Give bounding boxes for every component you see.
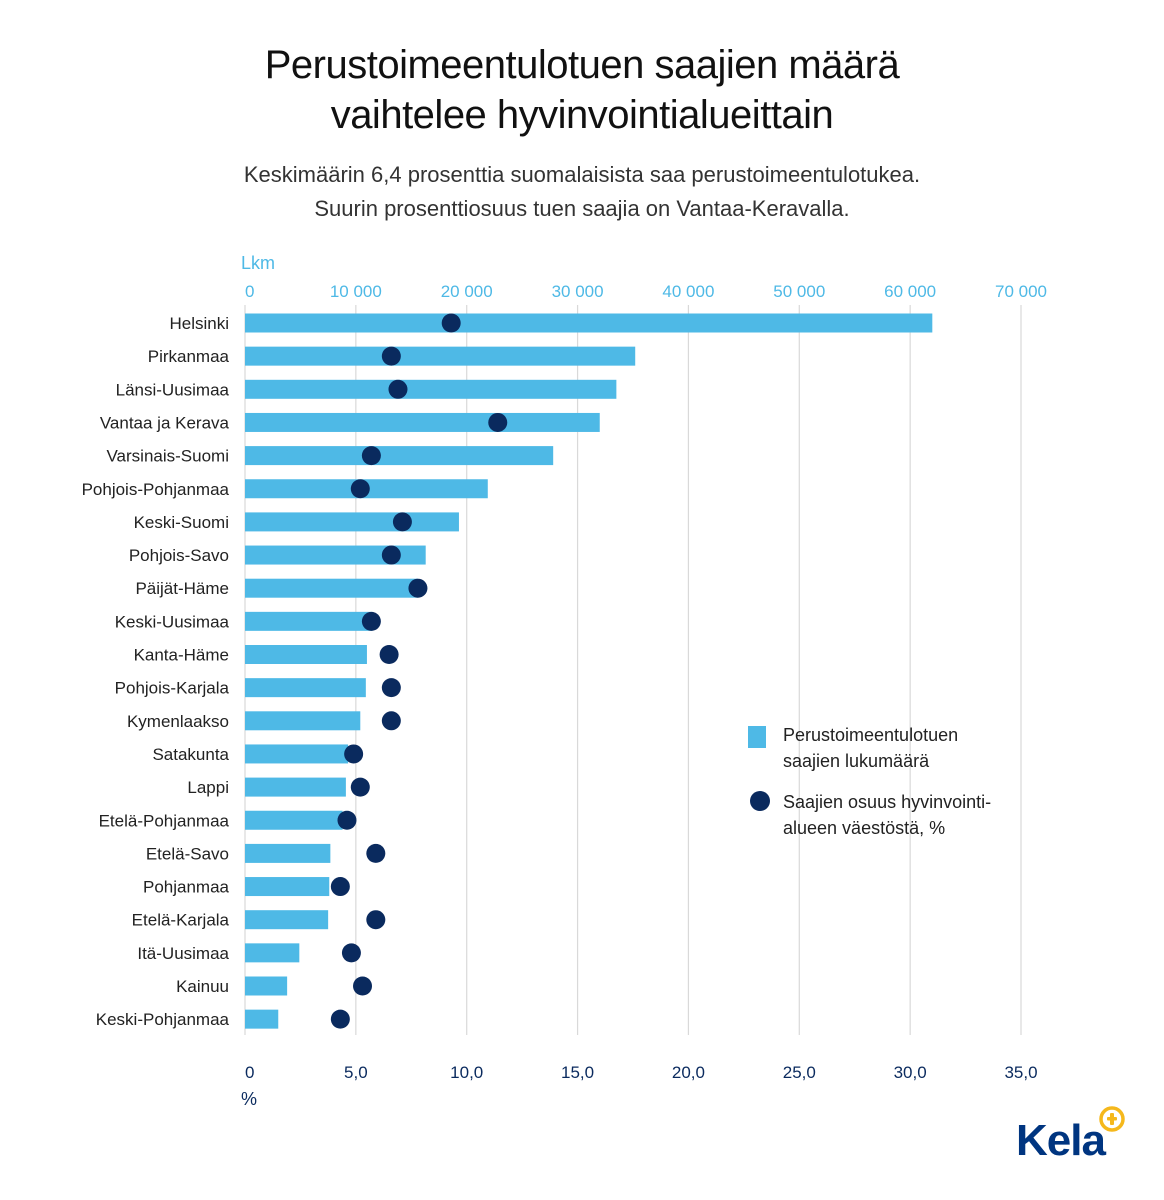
- bottom-axis-tick-label: 35,0: [1004, 1063, 1037, 1082]
- dot-point: [366, 910, 386, 930]
- bar: [245, 744, 349, 764]
- dot-point: [337, 810, 357, 830]
- top-axis-tick-label: 0: [245, 282, 254, 301]
- legend-bar-swatch: [748, 726, 766, 748]
- bottom-axis-tick-label: 25,0: [783, 1063, 816, 1082]
- dot-point: [408, 578, 428, 598]
- dot-point: [392, 512, 412, 532]
- category-label: Pirkanmaa: [148, 347, 230, 366]
- category-label: Pohjois-Karjala: [115, 679, 230, 698]
- dot-point: [381, 711, 401, 731]
- category-label: Pohjanmaa: [143, 878, 230, 897]
- category-label: Etelä-Karjala: [132, 911, 230, 930]
- bottom-axis-tick-label: 30,0: [894, 1063, 927, 1082]
- bottom-axis-tick-label: 20,0: [672, 1063, 705, 1082]
- dot-point: [330, 1009, 350, 1029]
- bar: [245, 943, 300, 963]
- category-label: Kanta-Häme: [134, 646, 229, 665]
- legend-dot-label-line-1: Saajien osuus hyvinvointi-: [783, 792, 991, 812]
- dot-point: [381, 678, 401, 698]
- dot-point: [341, 943, 361, 963]
- dot-point: [488, 412, 508, 432]
- bar: [245, 446, 554, 466]
- top-axis-tick-label: 10 000: [330, 282, 382, 301]
- bar: [245, 843, 331, 863]
- dot-point: [381, 346, 401, 366]
- kela-logo-mark-icon: [1099, 1106, 1125, 1132]
- category-label: Satakunta: [152, 745, 229, 764]
- legend-dot-swatch: [750, 791, 770, 811]
- chart-title-line-2: vaihtelee hyvinvointialueittain: [330, 93, 834, 137]
- bar: [245, 810, 343, 830]
- chart-title: Perustoimeentulotuen saajien määrä vaiht…: [0, 40, 1164, 140]
- kela-logo-text: Kela: [1016, 1116, 1106, 1165]
- chart-subtitle: Keskimäärin 6,4 prosenttia suomalaisista…: [0, 158, 1164, 226]
- category-label: Kainuu: [176, 977, 229, 996]
- bar: [245, 379, 617, 399]
- legend-bar-label-line-2: saajien lukumäärä: [783, 751, 930, 771]
- bottom-axis-tick-label: 10,0: [450, 1063, 483, 1082]
- legend-dot-label-line-2: alueen väestöstä, %: [783, 818, 945, 838]
- category-label: Kymenlaakso: [127, 712, 229, 731]
- dot-point: [344, 744, 364, 764]
- chart-subtitle-line-1: Keskimäärin 6,4 prosenttia suomalaisista…: [243, 162, 921, 187]
- bar: [245, 412, 600, 432]
- category-label: Lappi: [187, 778, 229, 797]
- bottom-axis-tick-label: 15,0: [561, 1063, 594, 1082]
- top-axis-tick-label: 50 000: [773, 282, 825, 301]
- dot-point: [379, 645, 399, 664]
- category-label: Pohjois-Pohjanmaa: [82, 480, 230, 499]
- bar: [245, 545, 426, 565]
- category-label: Pohjois-Savo: [129, 546, 229, 565]
- dot-point: [366, 843, 386, 863]
- bar: [245, 777, 346, 797]
- dot-point: [350, 479, 370, 499]
- top-axis-label: Lkm: [241, 253, 275, 273]
- category-label: Keski-Uusimaa: [115, 612, 230, 631]
- chart-title-line-1: Perustoimeentulotuen saajien määrä: [264, 43, 900, 87]
- top-axis-tick-label: 40 000: [662, 282, 714, 301]
- bar: [245, 1009, 279, 1029]
- top-axis-tick-label: 30 000: [552, 282, 604, 301]
- chart-subtitle-line-2: Suurin prosenttiosuus tuen saajia on Van…: [314, 196, 850, 221]
- kela-logo: Kela: [1016, 1106, 1146, 1175]
- bar: [245, 313, 933, 333]
- dot-point: [350, 777, 370, 797]
- bar: [245, 976, 288, 996]
- bar: [245, 711, 361, 731]
- top-axis-tick-label: 70 000: [995, 282, 1047, 301]
- category-label: Vantaa ja Kerava: [100, 413, 230, 432]
- bottom-axis-label: %: [241, 1089, 257, 1109]
- dot-point: [388, 379, 408, 399]
- top-axis-tick-label: 60 000: [884, 282, 936, 301]
- dot-point: [441, 313, 461, 333]
- bar: [245, 611, 373, 631]
- dot-point: [353, 976, 373, 996]
- category-label: Keski-Suomi: [134, 513, 229, 532]
- category-label: Etelä-Savo: [146, 844, 229, 863]
- top-axis-tick-label: 20 000: [441, 282, 493, 301]
- dot-point: [381, 545, 401, 565]
- category-label: Helsinki: [169, 314, 229, 333]
- bottom-axis-tick-label: 0: [245, 1063, 254, 1082]
- bar: [245, 346, 636, 366]
- legend-bar-label-line-1: Perustoimeentulotuen: [783, 725, 958, 745]
- bar: [245, 578, 418, 598]
- dot-point: [361, 611, 381, 631]
- bar: [245, 645, 367, 664]
- category-label: Päijät-Häme: [135, 579, 229, 598]
- dot-point: [361, 446, 381, 466]
- bar: [245, 877, 330, 897]
- category-label: Itä-Uusimaa: [137, 944, 229, 963]
- category-label: Keski-Pohjanmaa: [96, 1010, 230, 1029]
- bar: [245, 910, 329, 930]
- category-label: Länsi-Uusimaa: [116, 380, 230, 399]
- category-label: Etelä-Pohjanmaa: [99, 811, 230, 830]
- dot-point: [330, 877, 350, 897]
- bottom-axis-tick-label: 5,0: [344, 1063, 368, 1082]
- bar: [245, 512, 459, 532]
- category-label: Varsinais-Suomi: [106, 447, 229, 466]
- bar: [245, 678, 366, 698]
